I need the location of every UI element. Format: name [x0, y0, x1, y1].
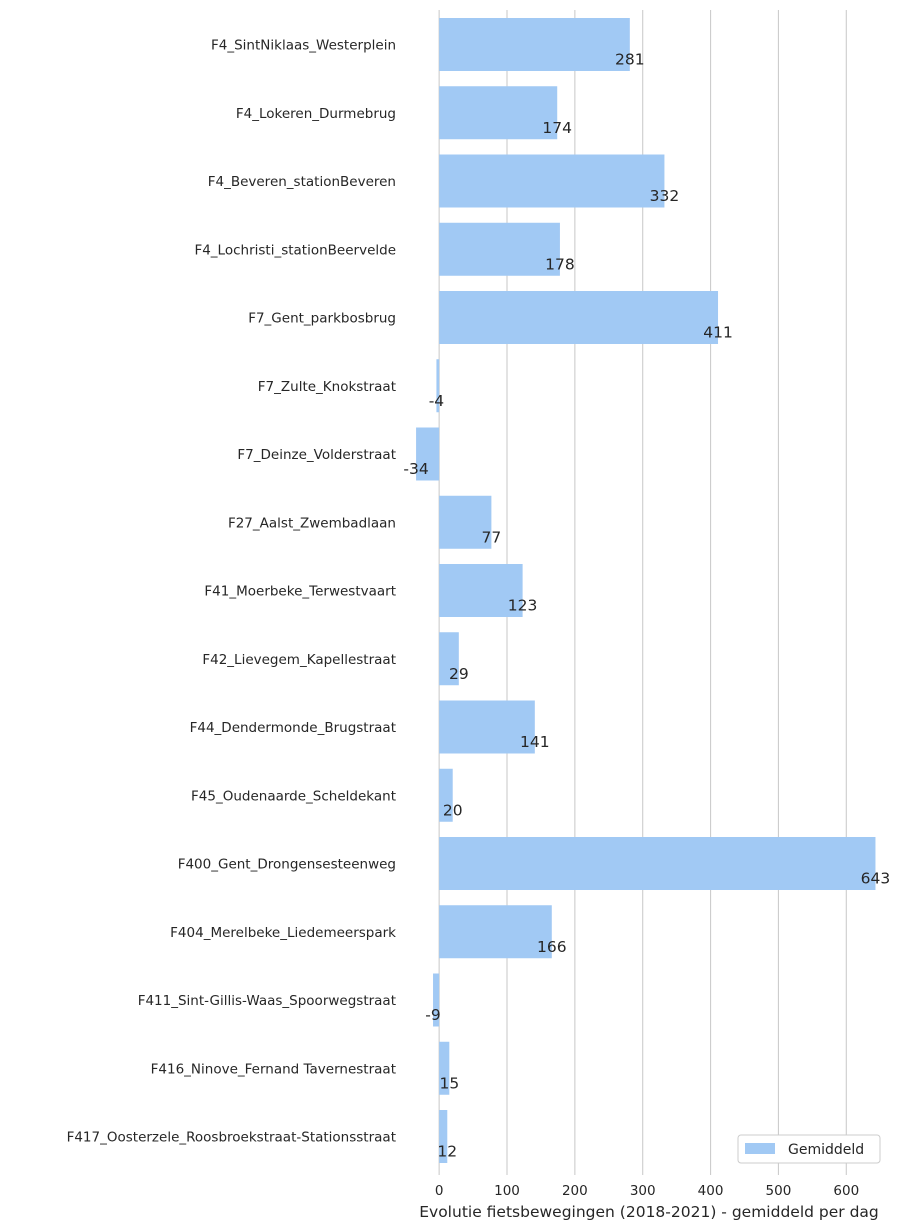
value-label: 20 [443, 801, 463, 819]
legend-swatch [745, 1143, 775, 1154]
category-label: F42_Lievegem_Kapellestraat [202, 652, 396, 668]
value-label: 174 [542, 119, 572, 137]
bar [439, 564, 523, 617]
legend-label: Gemiddeld [788, 1142, 864, 1158]
value-label: 643 [861, 870, 891, 888]
bar [416, 427, 440, 481]
bar [439, 86, 558, 140]
bar [439, 18, 630, 71]
x-axis-title: Evolutie fietsbewegingen (2018-2021) - g… [419, 1203, 879, 1221]
value-label: -9 [425, 1006, 440, 1024]
value-label: 411 [703, 324, 733, 342]
bar [439, 837, 876, 890]
bar [439, 291, 719, 344]
value-label: -34 [403, 460, 428, 478]
category-label: F7_Deinze_Volderstraat [237, 447, 396, 463]
bar [439, 632, 459, 686]
category-label: F400_Gent_Drongensesteenweg [178, 857, 396, 873]
category-label: F7_Gent_parkbosbrug [248, 311, 396, 327]
category-label: F27_Aalst_Zwembadlaan [228, 515, 396, 531]
category-label: F404_Merelbeke_Liedemeerspark [170, 925, 396, 941]
bar [439, 1041, 450, 1095]
value-labels: 281 174 332 178 411 -4 -34 77 123 29 141 20 643 166 -9… [403, 51, 890, 1161]
bars [416, 18, 876, 1163]
value-label: 332 [650, 187, 680, 205]
x-tick-label: 200 [562, 1183, 588, 1199]
bar [433, 973, 440, 1027]
value-label: 141 [520, 733, 550, 751]
value-label: 29 [449, 665, 469, 683]
category-label: F7_Zulte_Knokstraat [258, 379, 396, 395]
value-label: -4 [429, 392, 444, 410]
x-tick-label: 100 [494, 1183, 520, 1199]
x-tick-label: 400 [698, 1183, 724, 1199]
category-label: F4_Lokeren_Durmebrug [236, 106, 396, 122]
category-label: F4_Lochristi_stationBeervelde [194, 242, 396, 258]
value-label: 123 [508, 597, 538, 615]
x-tick-label: 600 [833, 1183, 859, 1199]
bar [439, 768, 453, 822]
value-label: 77 [482, 528, 502, 546]
category-label: F45_Oudenaarde_Scheldekant [191, 788, 396, 804]
value-label: 12 [437, 1143, 457, 1161]
legend: Gemiddeld [737, 1134, 881, 1164]
bar [439, 700, 535, 754]
bar [439, 495, 492, 549]
category-label: F41_Moerbeke_Terwestvaart [204, 584, 396, 600]
value-label: 178 [545, 255, 575, 273]
x-tick-labels: 0 100 200 300 400 500 600 [435, 1183, 859, 1199]
category-label: F44_Dendermonde_Brugstraat [190, 720, 396, 736]
bar [436, 359, 440, 413]
value-label: 15 [439, 1074, 459, 1092]
category-label: F411_Sint-Gillis-Waas_Spoorwegstraat [138, 993, 396, 1009]
value-label: 281 [615, 51, 645, 69]
category-label: F416_Ninove_Fernand Tavernestraat [151, 1061, 396, 1077]
bar [439, 905, 552, 959]
category-label: F4_SintNiklaas_Westerplein [211, 38, 396, 54]
category-label: F4_Beveren_stationBeveren [208, 174, 396, 190]
bar [439, 222, 560, 276]
bar [439, 1110, 448, 1163]
category-label: F417_Oosterzele_Roosbroekstraat-Stations… [67, 1130, 396, 1146]
legend-frame [737, 1134, 881, 1164]
x-tick-label: 0 [435, 1183, 444, 1199]
x-tick-label: 300 [630, 1183, 656, 1199]
x-tick-label: 500 [766, 1183, 792, 1199]
category-labels: F4_SintNiklaas_Westerplein F4_Lokeren_Dur… [67, 38, 397, 1146]
value-label: 166 [537, 938, 567, 956]
bar [439, 154, 665, 208]
